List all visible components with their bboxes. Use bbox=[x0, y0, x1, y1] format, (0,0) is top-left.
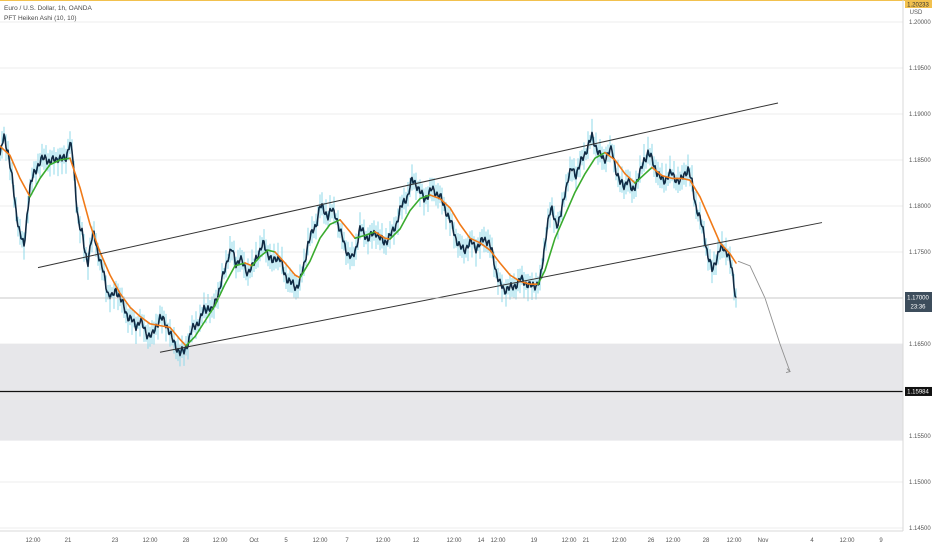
currency-text: USD bbox=[910, 10, 923, 16]
price-tick-label: 1.19500 bbox=[909, 66, 931, 72]
price-tick-label: 1.19000 bbox=[909, 112, 931, 118]
time-tick-label: 12:00 bbox=[312, 538, 328, 544]
ma-segment-down bbox=[651, 166, 737, 264]
time-tick-label: 12:00 bbox=[212, 538, 228, 544]
time-tick-label: 12:00 bbox=[490, 538, 506, 544]
top-price-badge-text: 1.20233 bbox=[907, 3, 929, 9]
projection-arrowhead bbox=[785, 368, 791, 374]
price-tick-label: 1.15000 bbox=[909, 480, 931, 486]
ma-segment-down bbox=[339, 219, 356, 239]
top-price-badge: 1.20233 bbox=[905, 0, 932, 9]
ma-segment-down bbox=[604, 151, 636, 184]
price-tick-label: 1.15500 bbox=[909, 434, 931, 440]
level-price-text: 1.15984 bbox=[907, 389, 929, 395]
time-tick-label: 21 bbox=[65, 538, 72, 544]
time-tick-label: 12:00 bbox=[25, 538, 41, 544]
time-tick-label: 26 bbox=[648, 538, 655, 544]
price-tick-label: 1.18000 bbox=[909, 204, 931, 210]
ma-segment-up bbox=[185, 262, 246, 347]
time-tick-label: 5 bbox=[284, 538, 288, 544]
current-price-badge: 1.17000 23:36 bbox=[905, 292, 932, 312]
chart-legend: Euro / U.S. Dollar, 1h, OANDA PFT Heiken… bbox=[4, 4, 92, 24]
time-tick-label: 4 bbox=[810, 538, 814, 544]
price-tick-label: 1.18500 bbox=[909, 158, 931, 164]
time-tick-label: Oct bbox=[249, 538, 259, 544]
time-tick-label: 12:00 bbox=[375, 538, 391, 544]
price-tick-label: 1.20000 bbox=[909, 20, 931, 26]
time-tick-label: 12:00 bbox=[611, 538, 627, 544]
channel-upper-trendline[interactable] bbox=[37, 102, 779, 269]
channel-lower-trendline[interactable] bbox=[159, 222, 823, 353]
time-tick-label: 12:00 bbox=[142, 538, 158, 544]
time-tick-label: 19 bbox=[531, 538, 538, 544]
ma-segment-down bbox=[374, 231, 391, 240]
price-tick-label: 1.16500 bbox=[909, 342, 931, 348]
time-tick-label: 12:00 bbox=[665, 538, 681, 544]
ma-segment-up bbox=[389, 194, 431, 240]
time-tick-label: 7 bbox=[345, 538, 349, 544]
ma-segment-up bbox=[634, 166, 653, 184]
time-tick-label: 28 bbox=[703, 538, 710, 544]
time-tick-label: 21 bbox=[583, 538, 590, 544]
currency-label: USD bbox=[910, 10, 923, 16]
current-price-text: 1.17000 bbox=[907, 296, 929, 302]
ma-segment-down bbox=[244, 262, 253, 267]
ma-segment-up bbox=[354, 231, 376, 239]
support-zone bbox=[0, 344, 903, 441]
ma-segment-down bbox=[69, 157, 187, 347]
time-tick-label: 12:00 bbox=[446, 538, 462, 544]
time-tick-label: 14 bbox=[478, 538, 485, 544]
time-tick-label: Nov bbox=[758, 538, 769, 544]
price-tick-label: 1.17500 bbox=[909, 250, 931, 256]
heiken-ashi-average bbox=[0, 145, 737, 347]
countdown-text: 23:36 bbox=[910, 305, 926, 311]
symbol-title[interactable]: Euro / U.S. Dollar, 1h, OANDA bbox=[4, 5, 92, 12]
time-tick-label: 9 bbox=[879, 538, 883, 544]
level-price-badge: 1.15984 bbox=[905, 386, 932, 396]
time-tick-label: 12:00 bbox=[839, 538, 855, 544]
ma-segment-up bbox=[537, 151, 606, 286]
time-tick-label: 12 bbox=[413, 538, 420, 544]
ma-segment-up bbox=[29, 157, 71, 198]
time-tick-label: 28 bbox=[183, 538, 190, 544]
time-tick-label: 12:00 bbox=[561, 538, 577, 544]
ma-segment-up bbox=[251, 249, 276, 267]
time-tick-label: 12:00 bbox=[726, 538, 742, 544]
time-axis[interactable]: 12:00 21 23 12:00 28 12:00 Oct 5 12:00 7 12:00 12 12… bbox=[25, 538, 883, 544]
ma-segment-down bbox=[274, 251, 301, 279]
ma-segment-down bbox=[0, 145, 31, 198]
ma-segment-up bbox=[299, 219, 341, 279]
time-tick-label: 23 bbox=[112, 538, 119, 544]
indicator-title[interactable]: PFT Heiken Ashi (10, 10) bbox=[4, 15, 77, 22]
price-tick-label: 1.14500 bbox=[909, 526, 931, 532]
